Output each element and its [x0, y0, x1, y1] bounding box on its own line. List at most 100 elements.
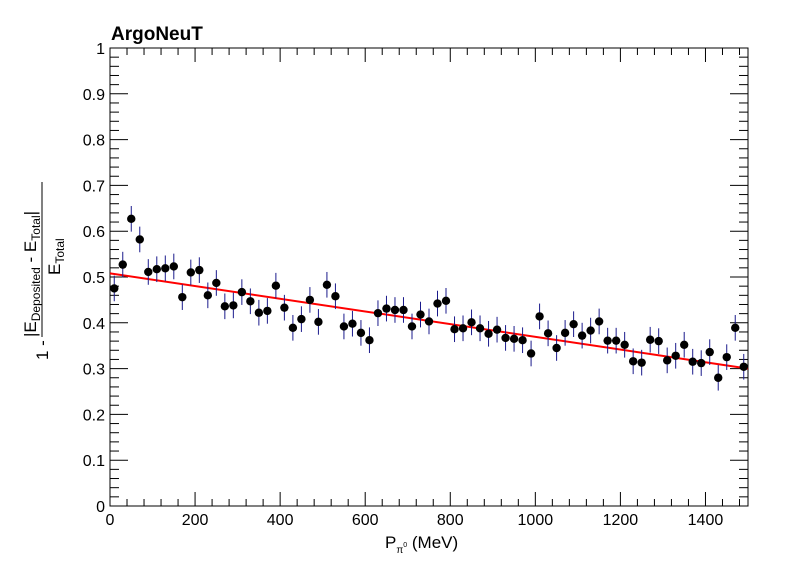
data-point [560, 328, 570, 338]
data-point [594, 317, 604, 326]
data-point [722, 352, 731, 362]
data-point [645, 335, 655, 344]
y-tick-label: 0.8 [83, 133, 105, 150]
data-point [263, 306, 272, 316]
data-point [441, 296, 451, 306]
data-point [433, 299, 442, 308]
data-point [637, 358, 646, 367]
data-point [297, 314, 306, 324]
data-point [671, 351, 680, 360]
data-point [628, 357, 638, 366]
data-point [118, 260, 127, 269]
data-point [348, 319, 357, 328]
x-tick-label: 200 [182, 512, 209, 529]
data-point [620, 340, 629, 349]
y-axis-title-denominator: ETotal [45, 238, 67, 275]
data-point [229, 301, 238, 310]
y-axis-title-numerator: |EDeposited - ETotal| [21, 211, 43, 337]
y-tick-label: 1 [96, 41, 105, 58]
data-point [161, 264, 170, 273]
data-point [654, 336, 663, 346]
x-tick-label: 0 [106, 512, 115, 529]
data-point [424, 317, 434, 326]
y-tick-label: 0 [96, 499, 105, 516]
data-point [280, 303, 289, 312]
data-point [399, 305, 408, 315]
data-point [705, 347, 714, 357]
data-point [246, 297, 255, 306]
data-point [697, 358, 706, 368]
y-axis-title: 1 - |EDeposited - ETotal| ETotal [21, 182, 67, 360]
data-point [314, 317, 323, 327]
data-point [212, 278, 221, 288]
data-point [254, 308, 264, 317]
data-point [509, 334, 519, 344]
y-tick-label: 0.1 [83, 453, 105, 470]
data-point [416, 310, 425, 319]
y-tick-label: 0.4 [83, 316, 105, 333]
data-point [501, 333, 510, 343]
data-point [731, 323, 740, 333]
y-axis-title-lhs: 1 - [33, 340, 52, 360]
data-point [484, 329, 493, 338]
data-point [535, 312, 544, 321]
x-tick-label: 1200 [603, 512, 639, 529]
data-point [518, 336, 527, 345]
chart-title: ArgoNeuT [111, 24, 203, 45]
data-point [135, 235, 144, 244]
data-point [365, 336, 374, 345]
data-point [714, 373, 723, 382]
data-point [611, 336, 621, 345]
data-point [110, 284, 119, 293]
data-point [569, 319, 578, 329]
data-point [305, 295, 315, 305]
data-point [603, 336, 612, 345]
x-tick-label: 600 [352, 512, 379, 529]
data-point [526, 349, 536, 358]
x-axis-title: Pπ0 (MeV) [385, 533, 458, 556]
data-point [577, 331, 587, 340]
data-point [186, 268, 196, 277]
data-point [450, 325, 459, 334]
data-point [475, 324, 485, 333]
y-tick-label: 0.5 [83, 270, 105, 287]
data-point [458, 324, 468, 333]
data-point [271, 281, 281, 290]
y-tick-label: 0.7 [83, 178, 105, 195]
x-tick-label: 1000 [518, 512, 554, 529]
data-point [407, 322, 417, 331]
data-point [356, 328, 366, 338]
data-point [739, 362, 748, 371]
data-point [127, 214, 136, 224]
data-point [382, 304, 391, 313]
data-point [586, 326, 595, 335]
data-point [237, 287, 247, 297]
data-point [390, 305, 400, 315]
data-point [492, 325, 502, 334]
data-point [203, 291, 213, 300]
data-point [288, 323, 298, 333]
data-points [110, 206, 748, 391]
data-point [331, 292, 340, 301]
y-tick-label: 0.3 [83, 362, 105, 379]
y-tick-label: 0.9 [83, 87, 105, 104]
data-point [552, 343, 561, 353]
data-point [322, 280, 332, 289]
data-point [662, 356, 672, 365]
data-point [467, 318, 476, 327]
data-point [178, 292, 187, 302]
data-point [688, 357, 697, 366]
data-point [152, 265, 161, 274]
x-tick-label: 800 [437, 512, 464, 529]
y-tick-label: 0.2 [83, 407, 105, 424]
y-tick-label: 0.6 [83, 224, 105, 241]
x-axis: 0 200 400 600 800 1000 1200 1400 [106, 48, 740, 529]
data-point [543, 329, 553, 338]
data-point [680, 340, 689, 349]
data-point [373, 308, 383, 318]
data-point [169, 262, 178, 271]
data-point [144, 267, 153, 277]
data-point [220, 302, 230, 311]
